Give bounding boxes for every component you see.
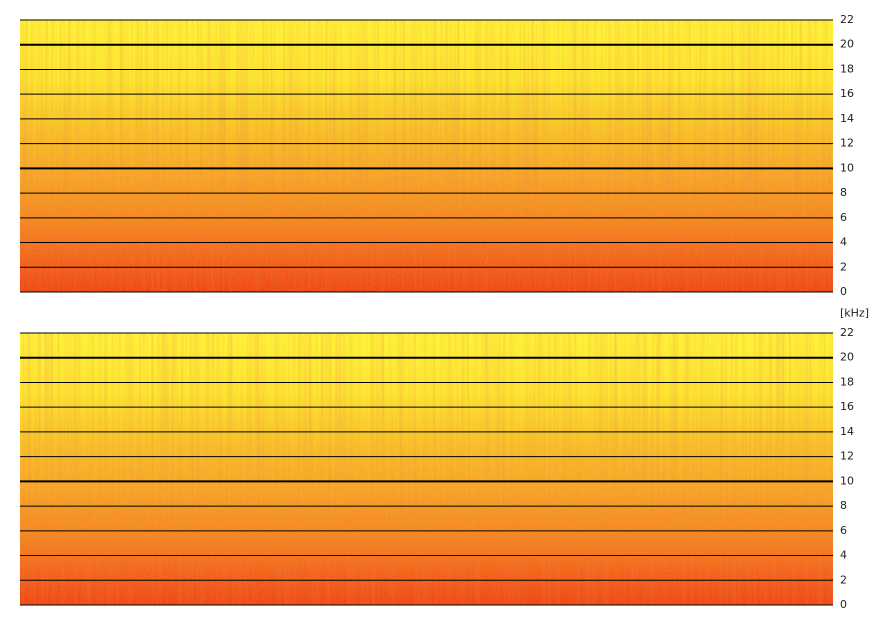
y-axis-unit: [kHz] xyxy=(840,307,869,320)
y-tick-label: 20 xyxy=(840,38,854,51)
y-tick-label: 20 xyxy=(840,351,854,364)
y-tick-label: 6 xyxy=(840,524,847,537)
y-tick-label: 2 xyxy=(840,573,847,586)
y-tick-label: 0 xyxy=(840,598,847,611)
y-tick-label: 2 xyxy=(840,260,847,273)
y-tick-label: 10 xyxy=(840,474,854,487)
y-tick-label: 4 xyxy=(840,549,847,562)
y-tick-label: 8 xyxy=(840,499,847,512)
y-tick-label: 18 xyxy=(840,375,854,388)
y-tick-label: 0 xyxy=(840,285,847,298)
y-tick-label: 14 xyxy=(840,425,854,438)
y-tick-label: 16 xyxy=(840,87,854,100)
y-tick-label: 6 xyxy=(840,211,847,224)
y-tick-label: 12 xyxy=(840,137,854,150)
y-tick-label: 22 xyxy=(840,13,854,26)
y-tick-label: 22 xyxy=(840,326,854,339)
y-tick-label: 4 xyxy=(840,236,847,249)
y-tick-label: 12 xyxy=(840,450,854,463)
y-tick-label: 16 xyxy=(840,400,854,413)
y-tick-label: 8 xyxy=(840,186,847,199)
y-tick-label: 18 xyxy=(840,62,854,75)
spectrogram-grain xyxy=(20,333,833,605)
y-tick-label: 14 xyxy=(840,112,854,125)
spectrogram-grain xyxy=(20,20,833,292)
y-tick-label: 10 xyxy=(840,161,854,174)
